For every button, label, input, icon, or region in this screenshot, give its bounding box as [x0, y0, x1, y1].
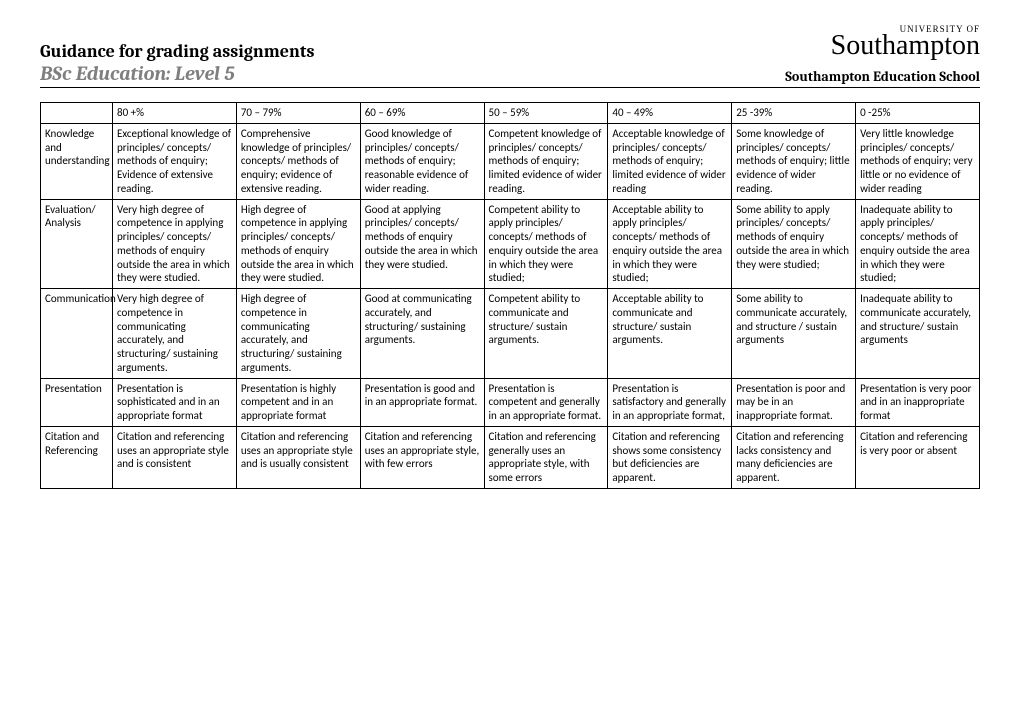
band-header: 60 – 69%	[360, 103, 484, 124]
rubric-cell: Good at communicating accurately, and st…	[360, 289, 484, 379]
grading-rubric-table: 80 +% 70 – 79% 60 – 69% 50 – 59% 40 – 49…	[40, 102, 980, 489]
rubric-cell: Citation and referencing uses an appropr…	[360, 426, 484, 488]
rubric-cell: Very high degree of competence in applyi…	[113, 199, 237, 289]
rubric-cell: Acceptable ability to communicate and st…	[608, 289, 732, 379]
rubric-cell: Competent ability to communicate and str…	[484, 289, 608, 379]
rubric-cell: Citation and referencing uses an appropr…	[113, 426, 237, 488]
rubric-cell: Presentation is poor and may be in an in…	[732, 378, 856, 426]
rubric-cell: Some ability to communicate accurately, …	[732, 289, 856, 379]
band-header: 0 -25%	[856, 103, 980, 124]
rubric-cell: Very little knowledge principles/ concep…	[856, 123, 980, 199]
rubric-cell: Competent knowledge of principles/ conce…	[484, 123, 608, 199]
rubric-cell: Citation and referencing shows some cons…	[608, 426, 732, 488]
school-name: Southampton Education School	[785, 68, 980, 85]
category-label: Communication	[41, 289, 113, 379]
rubric-cell: Presentation is competent and generally …	[484, 378, 608, 426]
rubric-cell: Presentation is good and in an appropria…	[360, 378, 484, 426]
band-header: 70 – 79%	[236, 103, 360, 124]
rubric-cell: High degree of competence in communicati…	[236, 289, 360, 379]
rubric-cell: Presentation is very poor and in an inap…	[856, 378, 980, 426]
rubric-cell: High degree of competence in applying pr…	[236, 199, 360, 289]
university-logo: UNIVERSITY OF Southampton	[831, 24, 980, 62]
band-header: 25 -39%	[732, 103, 856, 124]
rubric-cell: Competent ability to apply principles/ c…	[484, 199, 608, 289]
table-row: PresentationPresentation is sophisticate…	[41, 378, 980, 426]
category-label: Evaluation/ Analysis	[41, 199, 113, 289]
table-row: Evaluation/ AnalysisVery high degree of …	[41, 199, 980, 289]
table-row: Citation and ReferencingCitation and ref…	[41, 426, 980, 488]
rubric-cell: Presentation is sophisticated and in an …	[113, 378, 237, 426]
rubric-cell: Acceptable ability to apply principles/ …	[608, 199, 732, 289]
rubric-cell: Exceptional knowledge of principles/ con…	[113, 123, 237, 199]
logo-main-text: Southampton	[831, 30, 980, 62]
rubric-cell: Citation and referencing uses an appropr…	[236, 426, 360, 488]
category-label: Knowledge and understanding	[41, 123, 113, 199]
rubric-cell: Some knowledge of principles/ concepts/ …	[732, 123, 856, 199]
blank-header	[41, 103, 113, 124]
page-subtitle: BSc Education: Level 5	[40, 62, 235, 85]
rubric-cell: Good knowledge of principles/ concepts/ …	[360, 123, 484, 199]
rubric-cell: Citation and referencing is very poor or…	[856, 426, 980, 488]
table-row: Knowledge and understandingExceptional k…	[41, 123, 980, 199]
rubric-cell: Very high degree of competence in commun…	[113, 289, 237, 379]
rubric-cell: Presentation is highly competent and in …	[236, 378, 360, 426]
category-label: Presentation	[41, 378, 113, 426]
rubric-cell: Citation and referencing lacks consisten…	[732, 426, 856, 488]
rubric-cell: Comprehensive knowledge of principles/ c…	[236, 123, 360, 199]
header-row: 80 +% 70 – 79% 60 – 69% 50 – 59% 40 – 49…	[41, 103, 980, 124]
category-label: Citation and Referencing	[41, 426, 113, 488]
rubric-cell: Presentation is satisfactory and general…	[608, 378, 732, 426]
rubric-cell: Some ability to apply principles/ concep…	[732, 199, 856, 289]
rubric-cell: Inadequate ability to apply principles/ …	[856, 199, 980, 289]
band-header: 80 +%	[113, 103, 237, 124]
rubric-cell: Good at applying principles/ concepts/ m…	[360, 199, 484, 289]
rubric-cell: Inadequate ability to communicate accura…	[856, 289, 980, 379]
band-header: 40 – 49%	[608, 103, 732, 124]
band-header: 50 – 59%	[484, 103, 608, 124]
rubric-cell: Citation and referencing generally uses …	[484, 426, 608, 488]
table-row: CommunicationVery high degree of compete…	[41, 289, 980, 379]
page-title: Guidance for grading assignments	[40, 41, 831, 62]
rubric-cell: Acceptable knowledge of principles/ conc…	[608, 123, 732, 199]
